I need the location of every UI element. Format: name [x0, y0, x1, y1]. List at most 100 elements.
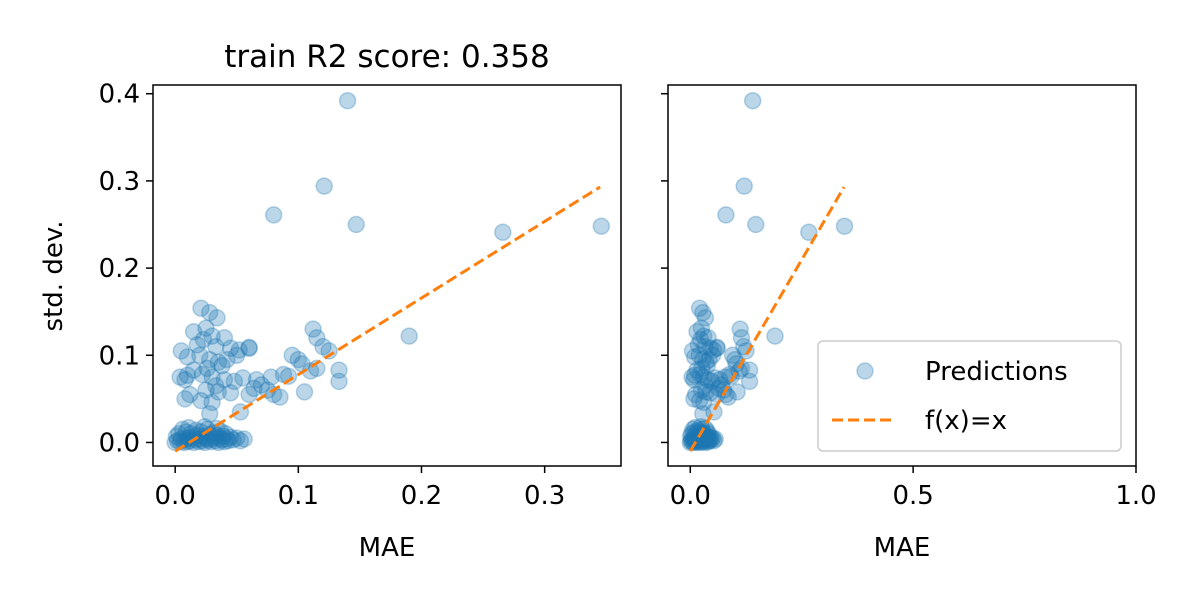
- right-point-21: [685, 348, 704, 366]
- left-x-axis-label: MAE: [359, 533, 416, 563]
- right-point-27: [698, 356, 716, 375]
- left-point-107: [231, 431, 250, 450]
- right-point-111: [687, 424, 705, 443]
- right-point-42: [686, 385, 705, 404]
- right-point-0: [743, 91, 762, 110]
- left-point-10: [184, 322, 203, 341]
- left-point-22: [191, 346, 209, 365]
- left-y-tick-label-0: 0.0: [99, 428, 140, 458]
- right-x-tick-label-2: 1.0: [1115, 481, 1156, 511]
- right-point-104: [701, 428, 720, 446]
- left-point-38: [207, 377, 225, 395]
- left-point-70: [240, 339, 258, 358]
- left-point-92: [202, 432, 220, 451]
- right-point-39: [692, 381, 711, 399]
- right-point-68: [740, 361, 759, 379]
- left-point-65: [308, 329, 326, 347]
- legend-marker-predictions: [856, 362, 874, 380]
- right-point-52: [714, 381, 733, 399]
- right-point-101: [699, 432, 717, 451]
- left-point-44: [192, 391, 210, 410]
- right-point-22: [690, 346, 708, 365]
- right-point-31: [694, 368, 713, 386]
- right-point-75: [684, 433, 703, 452]
- left-point-45: [203, 393, 221, 412]
- left-point-95: [207, 431, 225, 450]
- left-point-93: [203, 430, 221, 448]
- left-point-32: [178, 366, 197, 385]
- left-y-tick-label-1: 0.1: [99, 341, 140, 371]
- left-point-67: [320, 342, 338, 360]
- right-point-8: [694, 303, 712, 322]
- right-point-53: [717, 385, 735, 404]
- right-point-11: [692, 319, 711, 337]
- right-point-38: [696, 377, 714, 395]
- left-y-tick-label-4: 0.4: [99, 80, 140, 110]
- left-point-105: [224, 431, 242, 449]
- right-point-14: [689, 336, 708, 354]
- left-point-17: [221, 339, 240, 358]
- right-point-23: [694, 350, 712, 369]
- right-point-58: [723, 346, 742, 365]
- right-point-102: [700, 430, 718, 448]
- left-point-27: [213, 356, 231, 375]
- left-point-25: [218, 350, 236, 369]
- right-panel: 0.0 0.5 1.0 MAE Predictions f(x)=x: [661, 84, 1157, 563]
- left-point-101: [215, 432, 234, 451]
- right-reference-line: [688, 186, 846, 452]
- left-point-117: [216, 424, 235, 443]
- left-point-120: [179, 418, 198, 437]
- left-point-100: [214, 427, 232, 446]
- left-point-6: [400, 327, 418, 345]
- right-x-tick-label-0: 0.0: [670, 481, 711, 511]
- left-point-99: [213, 431, 231, 449]
- right-point-32: [685, 366, 704, 385]
- right-point-98: [697, 429, 716, 447]
- right-y-ticks: [661, 92, 668, 444]
- right-point-26: [703, 346, 722, 365]
- right-point-64: [731, 320, 749, 338]
- left-point-12: [203, 327, 221, 345]
- right-point-37: [706, 369, 724, 387]
- left-point-26: [227, 346, 246, 365]
- right-point-103: [700, 431, 719, 450]
- left-point-48: [240, 385, 258, 404]
- right-plot-frame: [667, 84, 1137, 467]
- left-point-7: [192, 299, 210, 317]
- left-point-49: [245, 379, 263, 398]
- left-x-tick-label-2: 0.2: [401, 481, 442, 511]
- left-point-46: [200, 404, 219, 423]
- left-point-24: [209, 353, 228, 371]
- left-point-102: [218, 430, 236, 448]
- left-point-36: [225, 372, 244, 391]
- right-point-34: [685, 370, 703, 389]
- left-point-118: [173, 420, 192, 439]
- left-point-15: [194, 330, 213, 349]
- y-axis-label: std. dev.: [39, 221, 69, 332]
- left-point-66: [314, 337, 332, 356]
- legend: Predictions f(x)=x: [817, 340, 1122, 452]
- left-point-62: [295, 383, 314, 401]
- left-point-34: [176, 370, 194, 389]
- left-point-58: [283, 346, 301, 365]
- right-point-41: [701, 384, 720, 402]
- right-point-29: [688, 361, 706, 379]
- right-point-108: [706, 430, 724, 448]
- left-panel: 0.0 0.1 0.2 0.3 0.0 0.1 0.2 0.3 0.4 train R2 sc…: [39, 39, 622, 563]
- left-point-103: [219, 431, 237, 450]
- right-point-105: [702, 431, 720, 449]
- left-point-54: [271, 388, 289, 406]
- left-point-50: [247, 370, 266, 389]
- right-point-107: [705, 431, 723, 450]
- left-y-ticks: 0.0 0.1 0.2 0.3 0.4: [99, 80, 153, 458]
- left-point-94: [205, 428, 224, 446]
- right-x-axis-label: MAE: [874, 533, 931, 563]
- right-point-1: [735, 177, 753, 195]
- left-x-tick-label-0: 0.0: [154, 481, 195, 511]
- left-chart-title: train R2 score: 0.358: [224, 39, 549, 75]
- right-point-9: [696, 309, 715, 327]
- legend-label-reference: f(x)=x: [925, 406, 1007, 436]
- left-point-21: [178, 348, 197, 366]
- right-point-15: [691, 330, 710, 349]
